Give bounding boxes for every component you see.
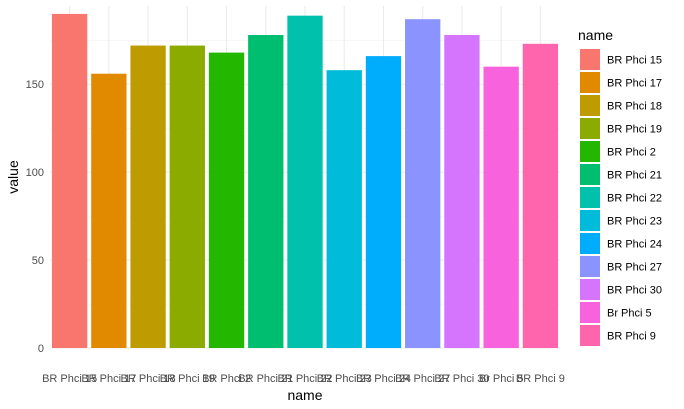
legend-label: Br Phci 5	[607, 308, 652, 320]
legend-label: BR Phci 18	[607, 101, 662, 113]
legend-key	[580, 141, 600, 162]
bar-br-phci-19	[169, 45, 205, 348]
x-tick-label: BR Phci 24	[356, 373, 411, 385]
x-tick-label: BR Phci 22	[277, 373, 332, 385]
x-tick-label: BR Phci 27	[395, 373, 450, 385]
bars	[51, 13, 559, 349]
legend-label: BR Phci 24	[607, 239, 662, 251]
x-tick-label: BR Phci 21	[238, 373, 293, 385]
bar-br-phci-22	[287, 15, 323, 348]
legend-key	[580, 95, 600, 116]
x-tick-label: BR Phci 19	[160, 373, 215, 385]
bar-br-phci-9	[522, 43, 559, 348]
legend-label: BR Phci 2	[607, 147, 656, 159]
bar-br-phci-21	[248, 35, 284, 349]
x-tick-label: Br Phci 5	[479, 373, 524, 385]
x-tick-label: BR Phci 23	[317, 373, 372, 385]
legend: name BR Phci 15 BR Phci 17 BR Phci 18 BR Ph…	[578, 27, 662, 346]
x-tick-label: BR Phci 17	[81, 373, 136, 385]
x-tick-label: BR Phci 30	[434, 373, 489, 385]
bar-br-phci-24	[365, 56, 402, 349]
legend-key	[580, 187, 600, 208]
legend-key	[580, 302, 600, 323]
bar-br-phci-18	[130, 45, 166, 348]
x-tick-label: BR Phci 15	[42, 373, 97, 385]
legend-key	[580, 279, 600, 300]
y-tick-label: 0	[38, 343, 44, 355]
legend-key	[580, 325, 600, 346]
x-tick-label: BR Phci 18	[121, 373, 176, 385]
y-tick-label: 100	[26, 167, 44, 179]
y-tick-label: 50	[32, 255, 44, 267]
legend-label: BR Phci 27	[607, 262, 662, 274]
x-axis-title: name	[287, 387, 322, 403]
legend-key	[580, 256, 600, 277]
legend-key	[580, 118, 600, 139]
legend-label: BR Phci 21	[607, 170, 662, 182]
legend-key	[580, 72, 600, 93]
legend-key	[580, 49, 600, 70]
bar-br-phci-27	[405, 19, 441, 349]
legend-label: BR Phci 17	[607, 78, 662, 90]
y-tick-label: 150	[26, 79, 44, 91]
bar-br-phci-30	[444, 35, 480, 349]
bar-br-phci-17	[91, 73, 127, 348]
y-axis-title: value	[5, 160, 21, 194]
x-tick-label: BR Phci 9	[516, 373, 565, 385]
bar-br-phci-23	[326, 70, 362, 349]
legend-key	[580, 233, 600, 254]
legend-key	[580, 210, 600, 231]
legend-label: BR Phci 22	[607, 193, 662, 205]
y-axis-ticks: 0 50 100 150	[26, 79, 44, 355]
x-tick-label: BR Phci 2	[202, 373, 251, 385]
legend-label: BR Phci 30	[607, 285, 662, 297]
legend-title: name	[578, 27, 613, 43]
legend-label: BR Phci 9	[607, 331, 656, 343]
legend-label: BR Phci 15	[607, 55, 662, 67]
bar-br-phci-15	[51, 13, 88, 348]
legend-label: BR Phci 19	[607, 124, 662, 136]
bar-br-phci-2	[208, 52, 245, 348]
legend-key	[580, 164, 600, 185]
bar-br-phci-5	[483, 66, 519, 348]
legend-label: BR Phci 23	[607, 216, 662, 228]
